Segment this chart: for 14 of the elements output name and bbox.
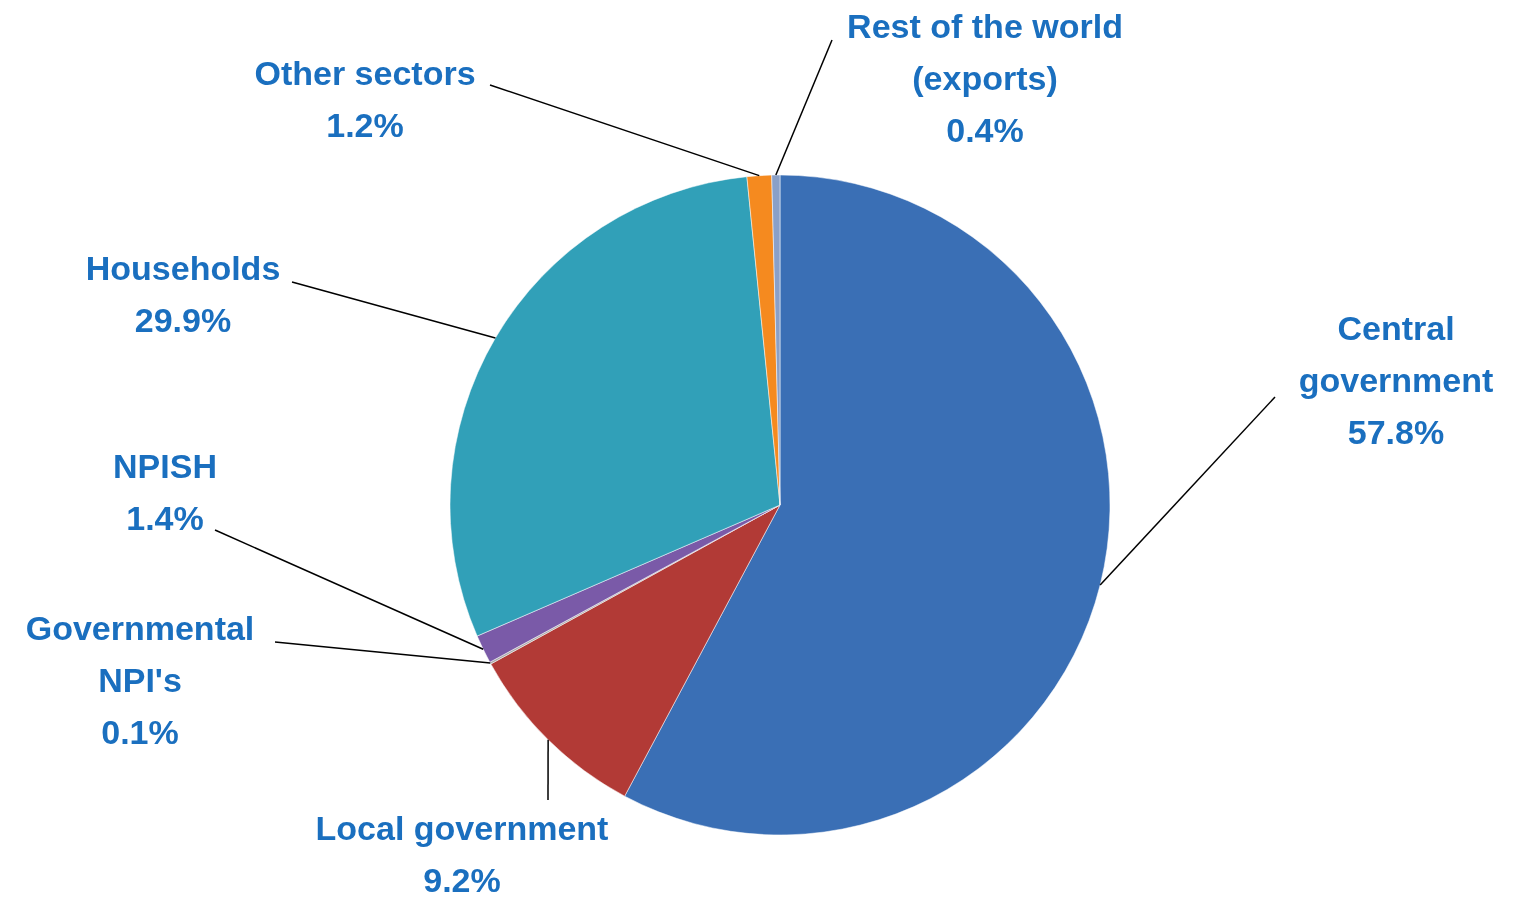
- slice-label: Local government: [315, 809, 609, 847]
- data-label: 29.9%: [134, 301, 232, 339]
- slice-label: Households: [85, 249, 281, 287]
- data-label: 57.8%: [1347, 413, 1445, 451]
- slice-label: NPISH: [113, 447, 217, 485]
- slice-label: Rest of the world (exports): [847, 7, 1123, 97]
- data-label: 0.1%: [101, 713, 179, 751]
- slice-label: Central government: [1298, 309, 1494, 399]
- data-label: 1.4%: [126, 499, 204, 537]
- data-label: 9.2%: [423, 861, 501, 898]
- slice-label: Governmental NPI's: [25, 609, 255, 699]
- data-label: 1.2%: [326, 106, 404, 144]
- slice-label: Other sectors: [254, 54, 476, 92]
- data-label: 0.4%: [946, 111, 1024, 149]
